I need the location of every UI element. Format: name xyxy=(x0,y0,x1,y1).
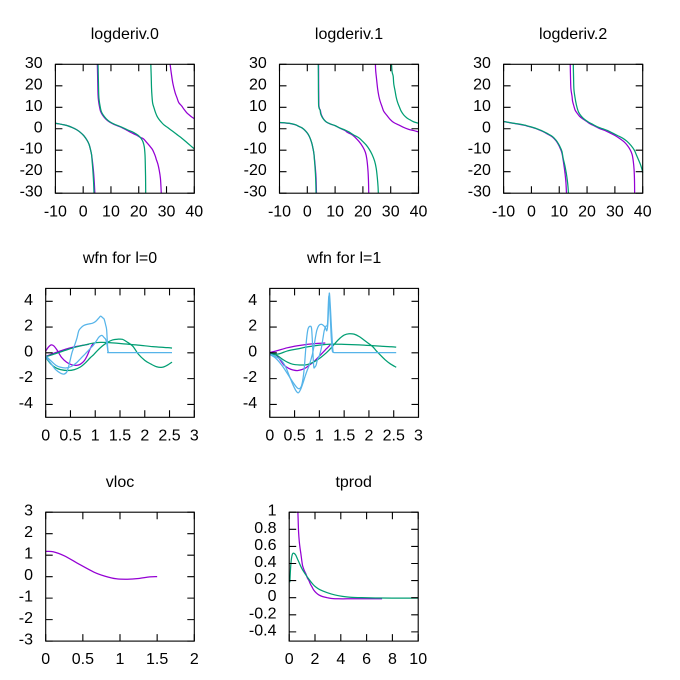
svg-text:0.5: 0.5 xyxy=(283,427,305,444)
svg-text:2: 2 xyxy=(24,524,33,541)
svg-text:30: 30 xyxy=(606,203,624,220)
svg-text:10: 10 xyxy=(25,98,43,115)
svg-text:8: 8 xyxy=(388,651,397,668)
svg-text:2.5: 2.5 xyxy=(158,427,180,444)
svg-text:1.5: 1.5 xyxy=(333,427,355,444)
svg-text:2: 2 xyxy=(248,318,257,335)
svg-text:10: 10 xyxy=(326,203,344,220)
svg-text:-10: -10 xyxy=(492,203,515,220)
svg-text:0: 0 xyxy=(258,119,267,136)
svg-text:0: 0 xyxy=(24,567,33,584)
svg-text:20: 20 xyxy=(473,76,491,93)
svg-text:3: 3 xyxy=(190,427,199,444)
svg-text:0: 0 xyxy=(41,427,50,444)
svg-text:40: 40 xyxy=(634,203,652,220)
svg-text:wfn for l=1: wfn for l=1 xyxy=(306,250,381,267)
svg-text:10: 10 xyxy=(550,203,568,220)
svg-text:0.5: 0.5 xyxy=(72,651,94,668)
svg-text:2: 2 xyxy=(24,318,33,335)
svg-text:0: 0 xyxy=(34,119,43,136)
svg-text:0.6: 0.6 xyxy=(254,537,276,554)
svg-text:0.8: 0.8 xyxy=(254,520,276,537)
svg-text:0.4: 0.4 xyxy=(254,554,276,571)
svg-text:0: 0 xyxy=(41,651,50,668)
svg-text:1.5: 1.5 xyxy=(109,427,131,444)
svg-text:logderiv.2: logderiv.2 xyxy=(539,26,607,43)
svg-text:-4: -4 xyxy=(19,395,33,412)
svg-text:-10: -10 xyxy=(244,141,267,158)
svg-text:0: 0 xyxy=(248,343,257,360)
svg-text:-10: -10 xyxy=(268,203,291,220)
svg-text:-30: -30 xyxy=(20,184,43,201)
svg-text:-0.2: -0.2 xyxy=(249,605,277,622)
svg-text:-3: -3 xyxy=(19,632,33,649)
svg-text:0: 0 xyxy=(268,588,277,605)
svg-text:20: 20 xyxy=(130,203,148,220)
svg-text:-1: -1 xyxy=(19,589,33,606)
svg-text:-2: -2 xyxy=(19,369,33,386)
svg-text:2: 2 xyxy=(140,427,149,444)
svg-text:3: 3 xyxy=(414,427,423,444)
svg-text:1: 1 xyxy=(315,427,324,444)
svg-text:-4: -4 xyxy=(243,395,257,412)
svg-text:4: 4 xyxy=(336,651,345,668)
svg-text:20: 20 xyxy=(25,76,43,93)
svg-text:20: 20 xyxy=(249,76,267,93)
svg-text:-2: -2 xyxy=(243,369,257,386)
svg-text:6: 6 xyxy=(362,651,371,668)
svg-text:10: 10 xyxy=(102,203,120,220)
svg-text:3: 3 xyxy=(24,503,33,520)
svg-text:40: 40 xyxy=(410,203,428,220)
svg-text:0: 0 xyxy=(265,427,274,444)
svg-text:0.5: 0.5 xyxy=(59,427,81,444)
svg-text:30: 30 xyxy=(473,55,491,72)
svg-text:10: 10 xyxy=(249,98,267,115)
svg-text:1: 1 xyxy=(91,427,100,444)
svg-text:0.2: 0.2 xyxy=(254,571,276,588)
svg-text:logderiv.1: logderiv.1 xyxy=(315,26,383,43)
svg-text:1: 1 xyxy=(268,503,277,520)
svg-text:30: 30 xyxy=(158,203,176,220)
svg-text:-20: -20 xyxy=(20,162,43,179)
svg-text:0: 0 xyxy=(482,119,491,136)
svg-text:2: 2 xyxy=(190,651,199,668)
svg-text:-10: -10 xyxy=(44,203,67,220)
svg-text:-10: -10 xyxy=(20,141,43,158)
svg-text:-30: -30 xyxy=(244,184,267,201)
svg-text:-2: -2 xyxy=(19,610,33,627)
svg-text:-0.4: -0.4 xyxy=(249,622,277,639)
svg-text:0: 0 xyxy=(24,343,33,360)
svg-text:20: 20 xyxy=(354,203,372,220)
svg-text:-20: -20 xyxy=(244,162,267,179)
svg-text:40: 40 xyxy=(185,203,203,220)
svg-text:0: 0 xyxy=(303,203,312,220)
svg-text:1: 1 xyxy=(116,651,125,668)
svg-text:0: 0 xyxy=(79,203,88,220)
svg-text:1: 1 xyxy=(24,546,33,563)
svg-text:-20: -20 xyxy=(468,162,491,179)
svg-text:30: 30 xyxy=(249,55,267,72)
svg-text:tprod: tprod xyxy=(335,474,371,491)
svg-text:20: 20 xyxy=(578,203,596,220)
svg-text:0: 0 xyxy=(285,651,294,668)
svg-text:10: 10 xyxy=(409,651,427,668)
svg-text:-30: -30 xyxy=(468,184,491,201)
svg-text:10: 10 xyxy=(473,98,491,115)
svg-text:4: 4 xyxy=(24,292,33,309)
svg-text:4: 4 xyxy=(248,292,257,309)
svg-text:wfn for l=0: wfn for l=0 xyxy=(82,250,157,267)
svg-text:-10: -10 xyxy=(468,141,491,158)
svg-text:2: 2 xyxy=(311,651,320,668)
svg-text:logderiv.0: logderiv.0 xyxy=(91,26,159,43)
svg-text:2: 2 xyxy=(364,427,373,444)
svg-text:0: 0 xyxy=(527,203,536,220)
svg-text:30: 30 xyxy=(25,55,43,72)
svg-text:vloc: vloc xyxy=(106,474,134,491)
svg-text:1.5: 1.5 xyxy=(146,651,168,668)
svg-text:2.5: 2.5 xyxy=(383,427,405,444)
svg-text:30: 30 xyxy=(382,203,400,220)
